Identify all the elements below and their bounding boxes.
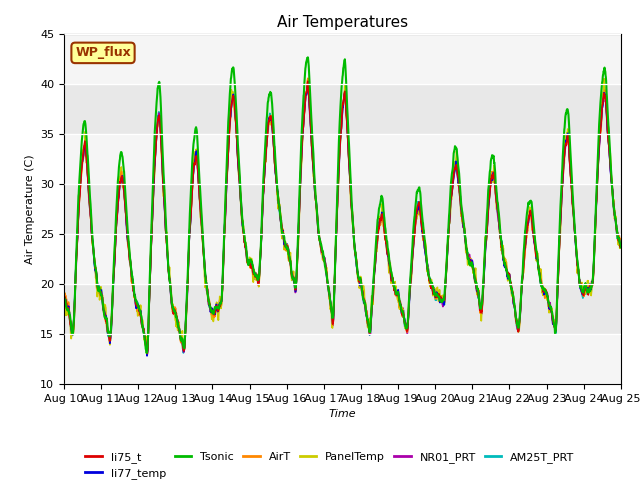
Line: li75_t: li75_t bbox=[64, 81, 621, 353]
Tsonic bbox=[371, 255, 379, 261]
NR01_PRT bbox=[371, 264, 379, 270]
li75_t bbox=[143, 350, 151, 356]
NR01_PRT bbox=[60, 291, 68, 297]
li77_temp bbox=[505, 275, 513, 280]
Tsonic bbox=[60, 296, 68, 301]
li75_t bbox=[568, 194, 576, 200]
li77_temp bbox=[359, 291, 367, 297]
PanelTemp bbox=[359, 291, 367, 297]
PanelTemp bbox=[216, 298, 223, 304]
Line: AM25T_PRT: AM25T_PRT bbox=[64, 83, 621, 353]
Title: Air Temperatures: Air Temperatures bbox=[277, 15, 408, 30]
li77_temp bbox=[143, 353, 151, 359]
PanelTemp bbox=[568, 181, 575, 187]
AirT bbox=[568, 195, 576, 201]
AM25T_PRT bbox=[60, 287, 68, 292]
Line: NR01_PRT: NR01_PRT bbox=[64, 82, 621, 352]
PanelTemp bbox=[371, 263, 379, 268]
Bar bbox=[64, 334, 621, 384]
AirT bbox=[304, 75, 312, 81]
Tsonic bbox=[617, 244, 625, 250]
Tsonic bbox=[359, 294, 367, 300]
li77_temp bbox=[584, 286, 591, 291]
li77_temp bbox=[568, 192, 576, 197]
NR01_PRT bbox=[568, 194, 576, 200]
li75_t bbox=[505, 272, 513, 277]
Bar bbox=[64, 234, 621, 284]
AM25T_PRT bbox=[304, 80, 312, 86]
li77_temp bbox=[371, 265, 379, 271]
AirT bbox=[359, 292, 367, 298]
PanelTemp bbox=[180, 347, 188, 353]
Bar bbox=[64, 134, 621, 184]
PanelTemp bbox=[600, 76, 608, 82]
li75_t bbox=[617, 244, 625, 250]
li75_t bbox=[60, 293, 68, 299]
Tsonic bbox=[304, 55, 312, 60]
Line: Tsonic: Tsonic bbox=[64, 58, 621, 353]
PanelTemp bbox=[584, 283, 591, 289]
AM25T_PRT bbox=[505, 276, 513, 281]
li75_t bbox=[584, 290, 591, 296]
li75_t bbox=[371, 263, 379, 268]
Bar bbox=[64, 34, 621, 84]
li77_temp bbox=[60, 294, 68, 300]
AM25T_PRT bbox=[584, 284, 591, 290]
Line: PanelTemp: PanelTemp bbox=[64, 79, 621, 350]
Legend: li75_t, li77_temp, Tsonic, AirT, PanelTemp, NR01_PRT, AM25T_PRT: li75_t, li77_temp, Tsonic, AirT, PanelTe… bbox=[81, 447, 579, 480]
NR01_PRT bbox=[505, 274, 513, 280]
AM25T_PRT bbox=[180, 350, 188, 356]
PanelTemp bbox=[504, 274, 512, 279]
NR01_PRT bbox=[584, 287, 591, 292]
Line: li77_temp: li77_temp bbox=[64, 84, 621, 356]
X-axis label: Time: Time bbox=[328, 409, 356, 419]
NR01_PRT bbox=[304, 79, 312, 85]
AirT bbox=[505, 274, 513, 279]
AM25T_PRT bbox=[216, 303, 223, 309]
AM25T_PRT bbox=[371, 264, 379, 270]
AirT bbox=[216, 304, 223, 310]
AM25T_PRT bbox=[568, 191, 576, 197]
NR01_PRT bbox=[617, 238, 625, 243]
Tsonic bbox=[216, 302, 223, 308]
AirT bbox=[143, 349, 151, 355]
AirT bbox=[60, 290, 68, 296]
Tsonic bbox=[143, 350, 150, 356]
PanelTemp bbox=[60, 291, 68, 297]
AirT bbox=[584, 285, 591, 291]
li77_temp bbox=[216, 302, 223, 308]
Tsonic bbox=[584, 289, 591, 295]
AM25T_PRT bbox=[359, 291, 367, 297]
li77_temp bbox=[304, 81, 312, 86]
NR01_PRT bbox=[180, 349, 188, 355]
Line: AirT: AirT bbox=[64, 78, 621, 352]
AirT bbox=[617, 236, 625, 242]
li75_t bbox=[216, 304, 223, 310]
Text: WP_flux: WP_flux bbox=[75, 47, 131, 60]
PanelTemp bbox=[617, 238, 625, 244]
NR01_PRT bbox=[216, 300, 223, 306]
li75_t bbox=[304, 78, 312, 84]
li75_t bbox=[359, 292, 367, 298]
Y-axis label: Air Temperature (C): Air Temperature (C) bbox=[24, 154, 35, 264]
li77_temp bbox=[617, 243, 625, 249]
NR01_PRT bbox=[359, 289, 367, 295]
Tsonic bbox=[568, 180, 576, 186]
AM25T_PRT bbox=[617, 242, 625, 248]
Tsonic bbox=[505, 273, 513, 279]
AirT bbox=[371, 263, 379, 269]
